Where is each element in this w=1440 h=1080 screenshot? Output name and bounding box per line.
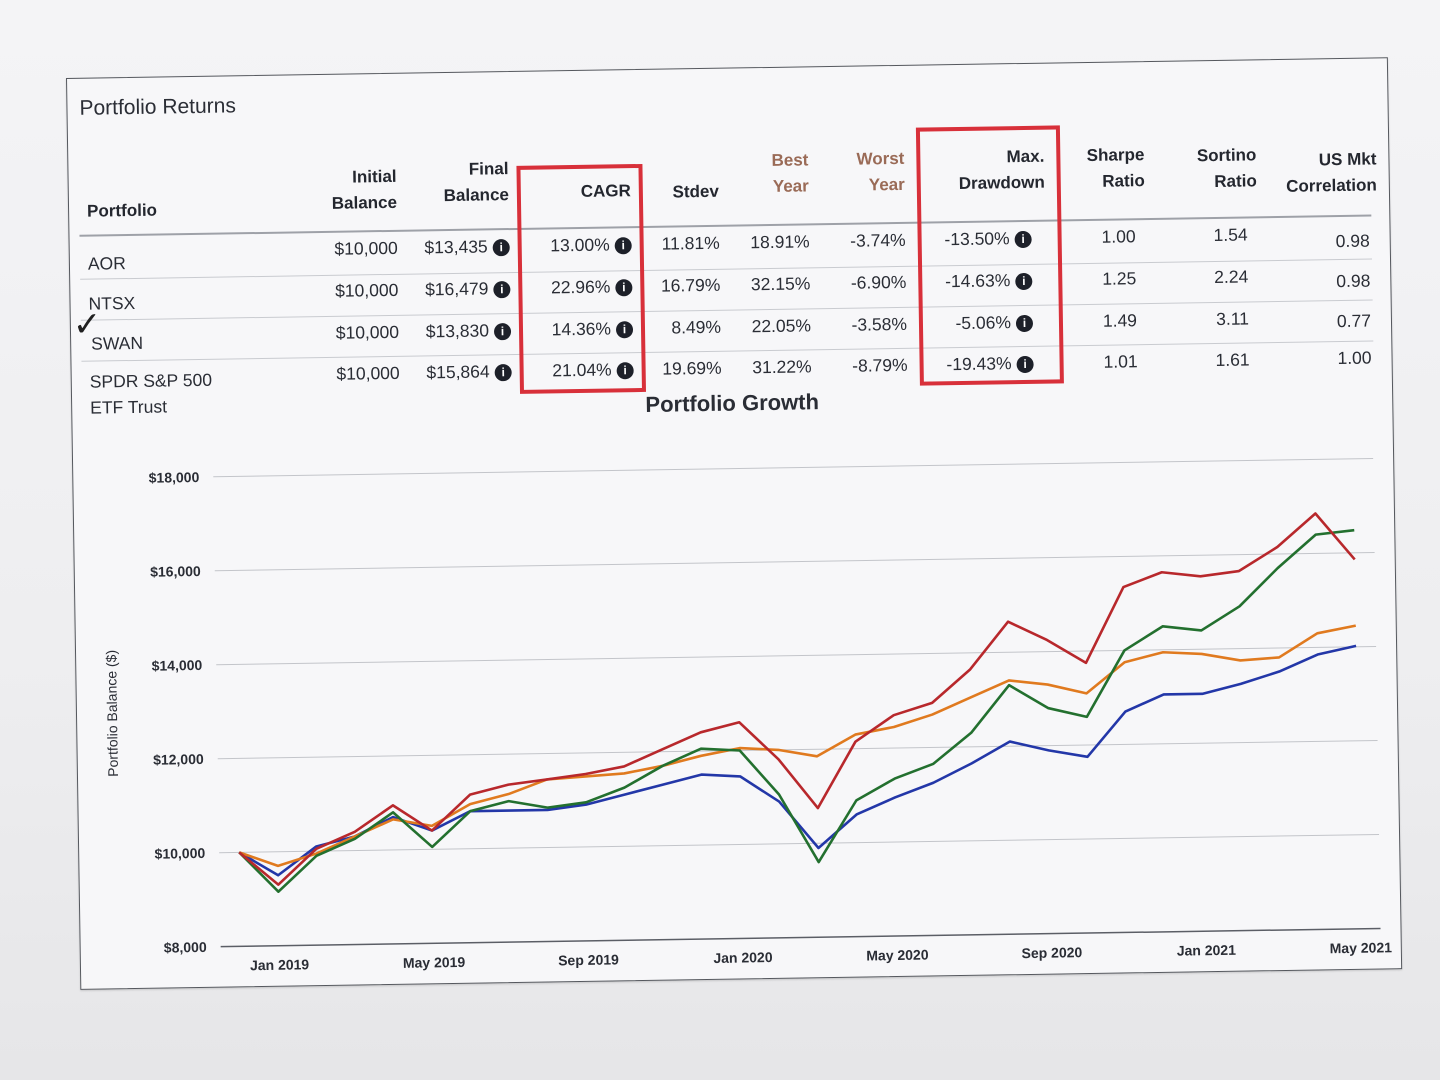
row-spy-stdev: 19.69% [662, 357, 722, 379]
growth-chart: $8,000 $10,000 $12,000 $14,000 $16,000 $18,00… [103, 458, 1392, 973]
col-header-best: Best Year [771, 150, 809, 196]
x-tick-label: May 2021 [1330, 939, 1393, 956]
returns-table: Portfolio Initial Balance Final Balance … [73, 98, 1378, 418]
col-header-portfolio: Portfolio [86, 200, 158, 221]
row-swan-best: 22.05% [751, 315, 812, 337]
y-tick-labels: $8,000 $10,000 $12,000 $14,000 $16,000 $18,00… [149, 469, 207, 956]
row-ntsx-sortino: 2.24 [1214, 266, 1249, 287]
row-swan-stdev: 8.49% [671, 316, 722, 338]
x-tick-label: Jan 2019 [250, 956, 310, 973]
grid-line [219, 833, 1380, 854]
grid-line [220, 927, 1381, 948]
series-line-0 [238, 644, 1357, 877]
row-ntsx-initial: $10,000 [334, 279, 399, 301]
col-header-stdev: Stdev [672, 181, 720, 202]
row-aor-final: $13,435 [424, 236, 488, 258]
row-aor-stdev: 11.81% [661, 232, 720, 254]
row-ntsx-final: $16,479 [424, 278, 489, 300]
col-header-sortino: Sortino Ratio [1196, 145, 1257, 191]
y-tick-label: $8,000 [164, 939, 207, 956]
row-swan-corr: 0.77 [1336, 310, 1372, 332]
row-ntsx-worst: -6.90% [850, 271, 907, 293]
row-ntsx-corr: 0.98 [1336, 270, 1371, 292]
row-ntsx-best: 32.15% [750, 273, 811, 295]
row-aor-sortino: 1.54 [1213, 224, 1248, 245]
chart-title: Portfolio Growth [645, 389, 820, 417]
y-tick-label: $12,000 [153, 751, 204, 768]
row-swan-portfolio: SWAN [91, 332, 144, 354]
col-header-sharpe: Sharpe Ratio [1086, 145, 1145, 191]
cagr-highlight-box [516, 163, 647, 394]
row-aor-best: 18.91% [750, 231, 810, 253]
row-spy-worst: -8.79% [852, 354, 908, 376]
x-tick-label: May 2019 [403, 954, 466, 971]
grid-line [216, 645, 1377, 666]
col-header-final: Final Balance [443, 159, 510, 206]
y-axis-title: Portfolio Balance ($) [103, 650, 121, 777]
y-tick-label: $16,000 [150, 563, 201, 580]
series-line-2 [238, 528, 1355, 893]
x-tick-label: Jan 2021 [1177, 942, 1237, 959]
row-spy-corr: 1.00 [1337, 347, 1372, 369]
maxdd-highlight-box [915, 125, 1064, 386]
row-spy-final: $15,864 [426, 361, 490, 383]
y-tick-label: $14,000 [152, 657, 203, 674]
row-aor-corr: 0.98 [1335, 230, 1370, 252]
x-tick-label: Sep 2020 [1021, 944, 1082, 961]
x-tick-label: May 2020 [866, 947, 929, 964]
series-lines [238, 512, 1357, 893]
series-line-3 [238, 512, 1356, 886]
grid-line [214, 552, 1375, 572]
grid-lines [213, 458, 1381, 948]
portfolio-panel: Portfolio Returns Portfolio Initial Bala… [66, 57, 1403, 990]
x-tick-label: Sep 2019 [558, 951, 619, 968]
row-spy-initial: $10,000 [336, 362, 400, 384]
col-header-initial: Initial Balance [331, 166, 398, 213]
x-tick-label: Jan 2020 [713, 949, 773, 966]
row-swan-worst: -3.58% [851, 313, 908, 335]
row-swan-initial: $10,000 [335, 321, 400, 343]
col-header-worst: Worst Year [856, 148, 905, 195]
row-ntsx-stdev: 16.79% [660, 274, 721, 296]
y-tick-label: $18,000 [149, 469, 200, 486]
row-aor-worst: -3.74% [850, 229, 906, 251]
grid-line [217, 739, 1378, 760]
row-aor-portfolio: AOR [87, 253, 127, 274]
row-swan-final: $13,830 [425, 320, 490, 342]
col-header-corr: US Mkt Correlation [1286, 149, 1377, 196]
row-aor-initial: $10,000 [334, 237, 398, 259]
x-tick-labels: Jan 2019 May 2019 Sep 2019 Jan 2020 May 2020… [250, 939, 1392, 973]
y-tick-label: $10,000 [154, 845, 205, 862]
row-spy-sortino: 1.61 [1215, 349, 1250, 370]
returns-title: Portfolio Returns [79, 94, 237, 120]
grid-line [213, 458, 1374, 478]
series-line-1 [238, 624, 1357, 868]
row-spy-best: 31.22% [752, 356, 812, 378]
row-swan-sortino: 3.11 [1216, 308, 1250, 329]
